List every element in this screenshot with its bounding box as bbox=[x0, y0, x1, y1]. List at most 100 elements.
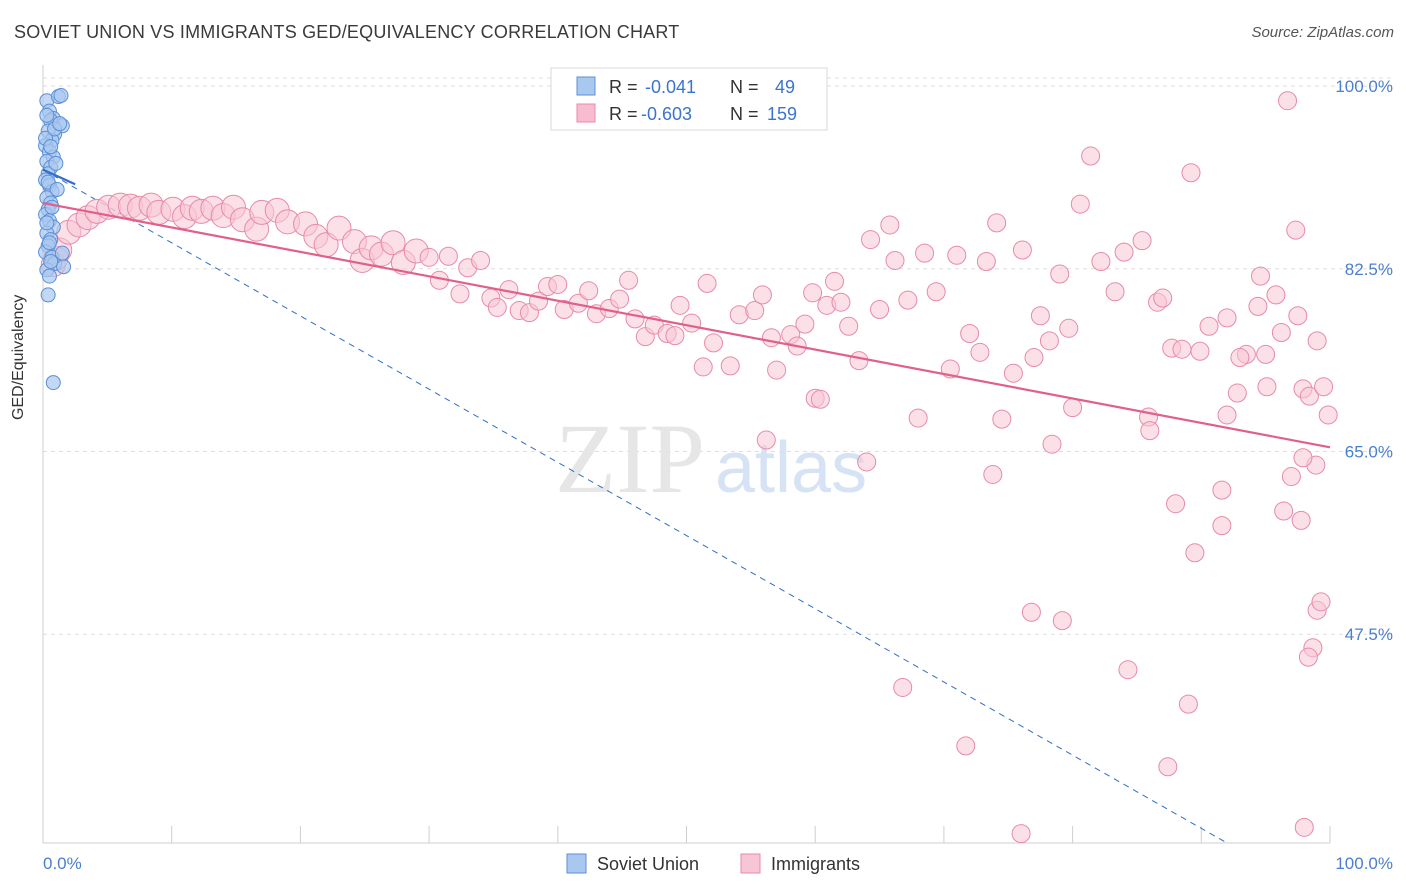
stats-legend-frame bbox=[550, 67, 828, 131]
stats-n-label-soviet: N = bbox=[730, 77, 759, 97]
immigrants-point bbox=[1230, 348, 1250, 368]
immigrants-point bbox=[704, 333, 724, 353]
immigrants-point bbox=[839, 316, 859, 336]
immigrants-point bbox=[825, 271, 845, 291]
immigrants-point bbox=[1314, 377, 1334, 397]
immigrants-point bbox=[1042, 434, 1062, 454]
immigrants-point bbox=[1050, 264, 1070, 284]
stats-n-value-soviet: 49 bbox=[775, 77, 795, 97]
immigrants-point bbox=[983, 464, 1003, 484]
immigrants-point bbox=[1248, 296, 1268, 316]
immigrants-point bbox=[947, 245, 967, 265]
y-axis-label: GED/Equivalency bbox=[10, 294, 27, 420]
immigrants-point bbox=[438, 246, 458, 266]
immigrants-point bbox=[625, 309, 645, 329]
immigrants-point bbox=[1178, 694, 1198, 714]
immigrants-point bbox=[619, 270, 639, 290]
immigrants-point bbox=[857, 452, 877, 472]
chart-title: SOVIET UNION VS IMMIGRANTS GED/EQUIVALEN… bbox=[14, 22, 680, 42]
immigrants-point bbox=[926, 282, 946, 302]
immigrants-point bbox=[1063, 398, 1083, 418]
immigrants-point bbox=[1266, 285, 1286, 305]
immigrants-point bbox=[756, 430, 776, 450]
immigrants-point bbox=[471, 250, 491, 270]
soviet-union-point bbox=[48, 155, 64, 171]
immigrants-point bbox=[893, 677, 913, 697]
soviet-union-point bbox=[54, 245, 70, 261]
y-tick-label: 100.0% bbox=[1335, 77, 1393, 96]
watermark: ZIP atlas bbox=[555, 403, 867, 514]
immigrants-point bbox=[992, 409, 1012, 429]
immigrants-point bbox=[1286, 220, 1306, 240]
soviet-union-trend-line bbox=[42, 168, 76, 186]
immigrants-point bbox=[1030, 306, 1050, 326]
immigrants-point bbox=[487, 297, 507, 317]
watermark-zip: ZIP bbox=[555, 403, 705, 514]
immigrants-points bbox=[40, 91, 1338, 844]
immigrants-point bbox=[1311, 592, 1331, 612]
immigrants-point bbox=[610, 289, 630, 309]
immigrants-point bbox=[915, 243, 935, 263]
soviet-union-point bbox=[39, 107, 55, 123]
immigrants-point bbox=[1299, 386, 1319, 406]
stats-n-label-immigrants: N = bbox=[730, 104, 759, 124]
immigrants-point bbox=[1293, 448, 1313, 468]
immigrants-point bbox=[1271, 322, 1291, 342]
immigrants-point bbox=[1251, 266, 1271, 286]
immigrants-point bbox=[1039, 331, 1059, 351]
immigrants-point bbox=[870, 300, 890, 320]
stats-r-value-soviet: -0.041 bbox=[645, 77, 696, 97]
immigrants-point bbox=[1012, 240, 1032, 260]
immigrants-point bbox=[880, 215, 900, 235]
immigrants-point bbox=[1172, 339, 1192, 359]
legend-label-soviet: Soviet Union bbox=[597, 854, 699, 874]
immigrants-point bbox=[1278, 91, 1298, 111]
immigrants-point bbox=[1140, 421, 1160, 441]
immigrants-point bbox=[803, 283, 823, 303]
immigrants-point bbox=[885, 250, 905, 270]
immigrants-point bbox=[1021, 602, 1041, 622]
immigrants-point bbox=[849, 351, 869, 371]
soviet-union-point bbox=[43, 253, 59, 269]
immigrants-point bbox=[795, 314, 815, 334]
immigrants-point bbox=[1091, 251, 1111, 271]
x-tick-label: 0.0% bbox=[43, 854, 82, 873]
soviet-union-point bbox=[52, 116, 68, 132]
legend-swatch-immigrants bbox=[740, 853, 761, 874]
immigrants-point bbox=[693, 357, 713, 377]
immigrants-point bbox=[831, 292, 851, 312]
immigrants-point bbox=[1257, 377, 1277, 397]
soviet-union-points bbox=[38, 87, 72, 391]
immigrants-point bbox=[976, 251, 996, 271]
immigrants-point bbox=[745, 301, 765, 321]
immigrants-point bbox=[548, 274, 568, 294]
immigrants-trend-line bbox=[42, 201, 1331, 449]
y-tick-label: 65.0% bbox=[1345, 443, 1393, 462]
soviet-union-point bbox=[49, 181, 65, 197]
immigrants-point bbox=[697, 273, 717, 293]
stats-n-value-immigrants: 159 bbox=[767, 104, 797, 124]
x-tick-label: 100.0% bbox=[1335, 854, 1393, 873]
soviet-union-point bbox=[41, 268, 57, 284]
soviet-union-point bbox=[43, 139, 59, 155]
legend-label-immigrants: Immigrants bbox=[771, 854, 860, 874]
immigrants-point bbox=[1185, 543, 1205, 563]
immigrants-point bbox=[1307, 331, 1327, 351]
immigrants-point bbox=[956, 736, 976, 756]
immigrants-point bbox=[1052, 611, 1072, 631]
immigrants-point bbox=[1298, 647, 1318, 667]
legend-swatch-soviet bbox=[566, 853, 587, 874]
immigrants-point bbox=[960, 324, 980, 344]
immigrants-point bbox=[898, 290, 918, 310]
immigrants-point bbox=[1291, 510, 1311, 530]
watermark-atlas: atlas bbox=[715, 428, 867, 508]
stats-swatch-immigrants bbox=[576, 103, 596, 123]
blue-trend-dashed bbox=[42, 169, 1228, 844]
soviet-union-point bbox=[53, 87, 69, 103]
stats-r-label-immigrants: R = bbox=[609, 104, 638, 124]
immigrants-point bbox=[752, 285, 772, 305]
trend-lines bbox=[42, 168, 1331, 449]
soviet-union-point bbox=[45, 375, 61, 391]
immigrants-point bbox=[1132, 231, 1152, 251]
